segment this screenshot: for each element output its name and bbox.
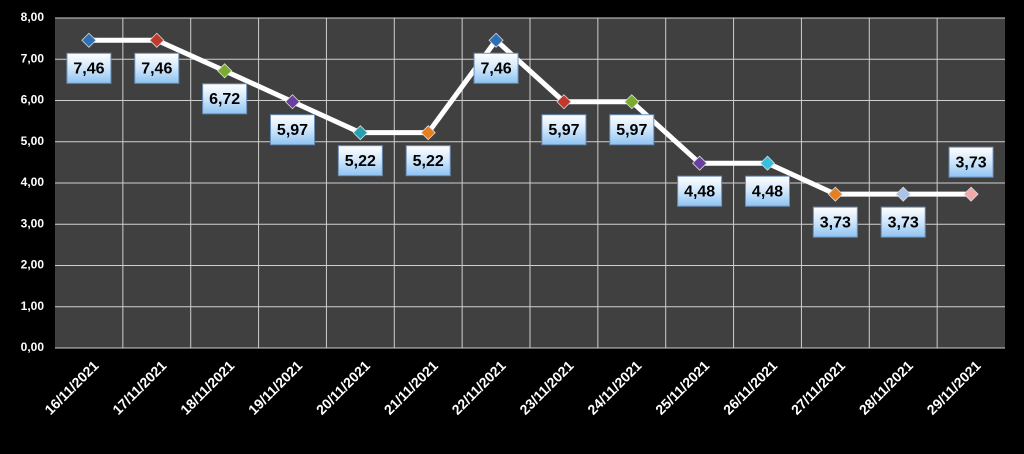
data-label-text: 6,72 [209,91,240,108]
data-label-text: 5,97 [616,122,647,139]
marker [624,94,640,110]
data-label: 3,73 [880,206,926,238]
data-label-box [134,52,180,84]
data-label-text: 3,73 [820,214,851,231]
data-label-box [880,206,926,238]
data-label: 3,73 [812,206,858,238]
data-label-box [745,175,790,207]
data-label-text: 5,97 [277,122,308,139]
data-label-box [812,206,858,238]
y-tick-label: 0,00 [21,340,45,354]
y-tick-label: 4,00 [21,175,45,189]
marker [827,186,843,202]
data-label-box [948,146,994,178]
data-label-text: 3,73 [956,154,987,171]
data-label-box [202,83,248,115]
data-label-text: 7,46 [481,60,512,77]
data-label: 6,72 [202,83,248,115]
marker [556,94,572,110]
data-label: 5,97 [541,114,587,146]
data-label: 7,46 [66,52,112,84]
data-label: 5,22 [337,145,383,177]
data-label: 4,48 [677,175,723,207]
data-label-text: 5,97 [548,122,579,139]
marker [420,125,436,141]
data-label: 7,46 [134,52,180,84]
marker [149,32,165,48]
data-label: 3,73 [948,146,994,178]
marker [963,186,979,202]
data-label-text: 4,48 [684,183,715,200]
data-label-box [270,114,315,146]
y-tick-label: 2,00 [21,258,45,272]
y-tick-label: 1,00 [21,299,45,313]
data-label-text: 5,22 [413,153,444,170]
y-tick-label: 8,00 [21,10,45,24]
marker [81,32,97,48]
data-label: 5,97 [270,114,315,146]
data-label-text: 5,22 [345,153,376,170]
data-label-box [473,52,519,84]
data-label-box [337,145,383,177]
y-tick-label: 7,00 [21,51,45,65]
marker [217,63,233,79]
data-label-text: 4,48 [752,183,783,200]
marker [895,186,911,202]
data-label-box [677,175,723,207]
data-label-box [66,52,112,84]
y-tick-label: 5,00 [21,134,45,148]
data-label-box [405,145,451,177]
data-label-box [541,114,587,146]
marker [692,155,708,171]
marker [352,125,368,141]
data-label: 5,97 [609,114,655,146]
marker [488,32,504,48]
data-label-text: 3,73 [888,214,919,231]
data-label-text: 7,46 [73,60,104,77]
data-label-text: 7,46 [141,60,172,77]
marker [284,94,301,110]
data-label: 7,46 [473,52,519,84]
data-label: 4,48 [745,175,790,207]
y-tick-label: 6,00 [21,93,45,107]
data-label-box [609,114,655,146]
marker [759,155,776,171]
data-label: 5,22 [405,145,451,177]
y-tick-label: 3,00 [21,216,45,230]
line [88,37,972,197]
